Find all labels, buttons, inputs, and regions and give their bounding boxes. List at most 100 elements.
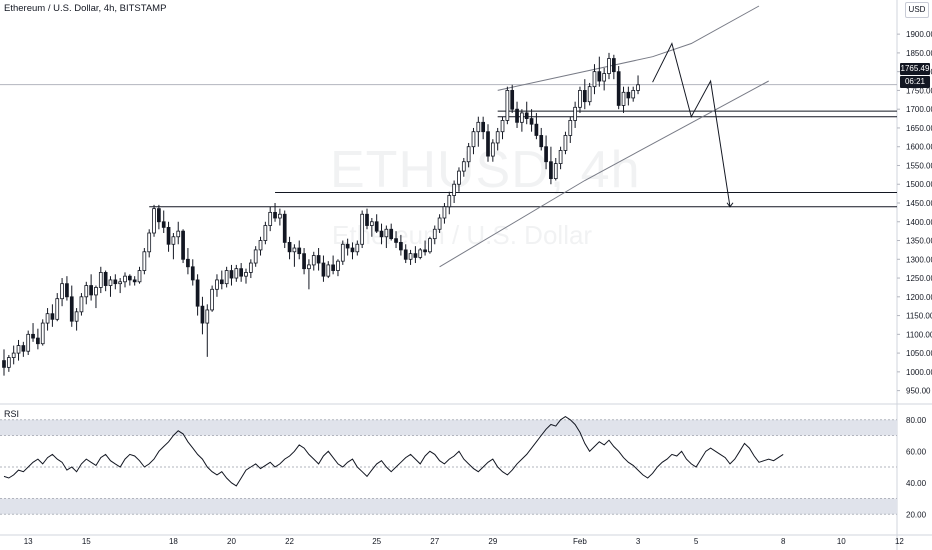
- time-tick-label: 13: [24, 537, 33, 546]
- candle-body: [607, 58, 611, 74]
- price-tick-label: 1200.00: [906, 293, 932, 302]
- candle-body: [278, 213, 282, 219]
- candle-body: [215, 279, 219, 290]
- candle-body: [597, 71, 602, 82]
- candle-body: [452, 183, 456, 196]
- candle-body: [219, 279, 224, 285]
- candle-body: [403, 249, 408, 260]
- candle-body: [229, 270, 234, 279]
- trendline-lower: [439, 80, 769, 268]
- candle-body: [45, 313, 50, 324]
- candle-body: [384, 228, 389, 238]
- rsi-tick-label: 40.00: [906, 479, 927, 488]
- time-tick-label: 27: [430, 537, 439, 546]
- price-tick-label: 1100.00: [906, 330, 932, 339]
- candle-body: [423, 249, 427, 253]
- candle-body: [500, 120, 505, 133]
- price-axis[interactable]: 950.00 1000.00 1050.00 1100.00 1150.00 1200.0…: [897, 30, 932, 519]
- candle-body: [636, 84, 640, 91]
- candle-body: [495, 131, 500, 144]
- candle-body: [26, 333, 31, 352]
- candle-body: [476, 121, 481, 133]
- candle-body: [137, 270, 142, 283]
- candle-body: [355, 243, 360, 253]
- candle-body: [529, 118, 534, 125]
- projection-arrowhead: [726, 202, 734, 208]
- time-tick-label: 12: [895, 537, 904, 546]
- candle-body: [142, 251, 147, 271]
- candle-body: [515, 108, 519, 123]
- candle-body: [171, 236, 176, 245]
- candle-body: [239, 268, 244, 277]
- candle-body: [471, 131, 476, 148]
- candle-body: [626, 91, 631, 99]
- candle-body: [408, 253, 413, 260]
- candle-body: [365, 213, 369, 226]
- candle-body: [442, 206, 447, 219]
- rsi-indicator-label[interactable]: RSI: [4, 409, 20, 419]
- candle-body: [161, 221, 166, 228]
- candle-body: [307, 264, 311, 270]
- time-tick-label: 8: [781, 537, 786, 546]
- candle-body: [321, 262, 326, 277]
- candle-body: [399, 241, 403, 251]
- candle-body: [166, 226, 171, 245]
- symbol-title[interactable]: Ethereum / U.S. Dollar, 4h, BITSTAMP: [4, 3, 167, 14]
- candle-body: [437, 217, 442, 230]
- time-tick-label: Feb: [573, 537, 587, 546]
- candle-body: [152, 208, 156, 234]
- candle-body: [611, 58, 616, 73]
- candle-body: [316, 255, 321, 264]
- candle-body: [248, 262, 253, 273]
- candle-body: [65, 283, 69, 298]
- price-tick-label: 1850.00: [906, 49, 932, 58]
- candle-body: [505, 90, 510, 121]
- candle-body: [568, 120, 573, 136]
- time-axis[interactable]: 1315182022252729Feb3581012151719: [24, 537, 932, 546]
- candle-body: [200, 305, 205, 324]
- bar-countdown-flag: 06:21: [900, 76, 930, 88]
- candle-body: [50, 313, 55, 320]
- candle-body: [592, 71, 597, 88]
- candle-body: [132, 279, 137, 283]
- last-price-flag: 1765.49: [900, 63, 930, 75]
- time-tick-label: 5: [694, 537, 699, 546]
- candle-body: [186, 258, 190, 268]
- price-tick-label: 950.00: [906, 387, 931, 396]
- price-tick-label: 1300.00: [906, 255, 932, 264]
- candle-body: [195, 279, 200, 307]
- time-tick-label: 29: [488, 537, 497, 546]
- candle-body: [11, 352, 16, 358]
- drawing-tools: [0, 5, 897, 268]
- candle-body: [340, 243, 345, 262]
- candle-body: [282, 213, 287, 243]
- candle-body: [297, 247, 302, 255]
- candle-body: [84, 285, 89, 298]
- candle-body: [89, 285, 93, 296]
- price-tick-label: 1050.00: [906, 349, 932, 358]
- trendline-upper: [497, 5, 760, 91]
- price-tick-label: 1150.00: [906, 312, 932, 321]
- candle-body: [123, 275, 127, 283]
- candle-body: [108, 279, 113, 286]
- candle-body: [621, 91, 626, 106]
- price-tick-label: 1750.00: [906, 86, 932, 95]
- candle-body: [98, 272, 103, 288]
- candle-body: [486, 131, 490, 157]
- rsi-tick-label: 60.00: [906, 447, 927, 456]
- candle-body: [190, 266, 195, 281]
- candle-body: [263, 225, 268, 241]
- candle-body: [205, 309, 210, 324]
- candle-body: [210, 288, 214, 311]
- rsi-band: [0, 419, 897, 436]
- candle-body: [524, 112, 529, 119]
- currency-button[interactable]: USD: [905, 2, 929, 18]
- rsi-band: [0, 498, 897, 515]
- candle-body: [40, 322, 45, 345]
- candle-body: [31, 333, 35, 339]
- candle-body: [432, 228, 437, 240]
- candle-body: [394, 238, 398, 243]
